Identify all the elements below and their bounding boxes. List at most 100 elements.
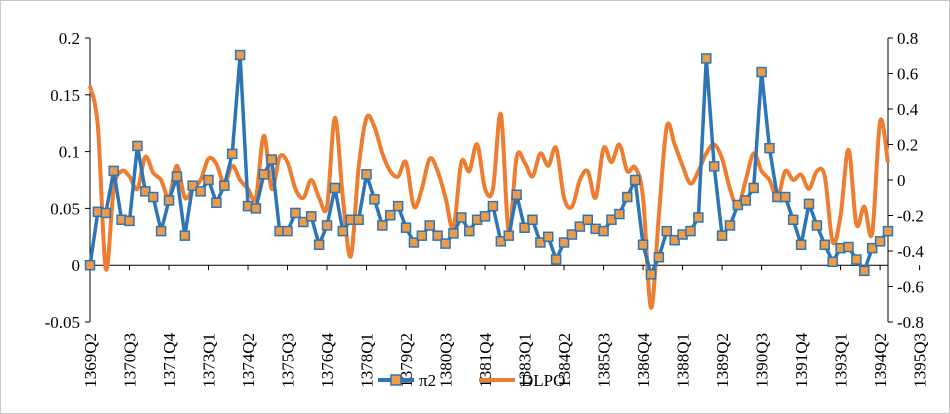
x-tick-label: 1383Q1 — [516, 333, 535, 388]
pi2-point — [329, 182, 341, 194]
pi2-point — [535, 237, 546, 248]
pi2-point — [250, 203, 262, 214]
pi2-point — [147, 191, 159, 203]
pi2-point — [811, 220, 823, 231]
legend-dlpo-label: DLPO — [521, 371, 565, 390]
pi2-point — [155, 225, 167, 237]
pi2-point — [645, 269, 657, 280]
pi2-point — [527, 214, 538, 226]
pi2-point — [693, 212, 704, 223]
x-tick-label: 1379Q2 — [397, 333, 416, 388]
pi2-point — [377, 220, 388, 231]
x-tick-label: 1390Q3 — [753, 333, 772, 388]
left-tick-label: 0.15 — [50, 86, 80, 105]
pi2-point — [392, 200, 404, 212]
pi2-point — [519, 222, 530, 233]
pi2-point — [740, 195, 752, 206]
right-y-axis: -0.8 -0.6 -0.4 -0.2 0 0.2 0.4 0.6 0.8 — [888, 29, 924, 332]
pi2-point — [851, 254, 862, 265]
x-tick-label: 1385Q3 — [595, 333, 614, 388]
pi2-point — [574, 221, 586, 232]
right-tick-label: -0.6 — [897, 278, 924, 297]
right-tick-label: -0.2 — [897, 207, 924, 226]
right-tick-label: 0.4 — [897, 100, 919, 119]
pi2-point — [882, 225, 894, 237]
pi2-point — [258, 169, 270, 180]
pi2-point — [440, 238, 451, 249]
pi2-line — [88, 53, 890, 277]
pi2-point — [219, 180, 230, 191]
pi2-point — [298, 216, 309, 228]
pi2-point — [487, 200, 499, 212]
legend: π2 DLPO — [378, 371, 565, 390]
left-tick-label: 0.2 — [59, 29, 80, 48]
pi2-point — [764, 142, 775, 154]
series-pi2 — [84, 49, 894, 280]
x-tick-label: 1389Q2 — [713, 333, 732, 388]
pi2-point — [163, 195, 175, 206]
pi2-point — [234, 49, 246, 61]
pi2-point — [843, 241, 854, 253]
right-tick-label: -0.8 — [897, 313, 924, 332]
pi2-point — [305, 211, 317, 222]
x-tick-label: 1380Q3 — [437, 333, 456, 388]
pi2-point — [566, 229, 578, 240]
pi2-point — [456, 212, 467, 223]
pi2-point — [827, 256, 838, 268]
pi2-point — [558, 237, 570, 248]
pi2-point — [701, 53, 712, 64]
x-tick-label: 1386Q4 — [634, 333, 653, 388]
pi2-point — [195, 186, 206, 197]
pi2-point — [780, 191, 791, 203]
pi2-point — [124, 215, 135, 227]
pi2-point — [211, 197, 222, 208]
pi2-point — [543, 231, 554, 243]
pi2-point — [495, 236, 507, 247]
pi2-point — [416, 230, 428, 241]
pi2-point — [708, 161, 720, 172]
legend-pi2-marker — [390, 374, 402, 386]
pi2-point — [84, 259, 96, 271]
pi2-point — [432, 230, 443, 241]
x-tick-label: 1371Q4 — [160, 333, 179, 388]
x-tick-label: 1375Q3 — [279, 333, 298, 388]
right-tick-label: 0 — [897, 171, 906, 190]
pi2-point — [653, 251, 665, 263]
x-tick-label: 1395Q3 — [911, 333, 930, 388]
pi2-point — [448, 228, 459, 239]
pi2-point — [866, 242, 878, 254]
x-tick-label: 1393Q1 — [832, 333, 851, 388]
pi2-point — [321, 220, 333, 231]
pi2-point — [622, 191, 633, 203]
pi2-point — [716, 230, 728, 241]
pi2-point — [787, 214, 799, 226]
pi2-point — [400, 222, 412, 233]
pi2-point — [795, 239, 807, 251]
pi2-point — [187, 180, 198, 191]
left-tick-label: 0.05 — [50, 199, 80, 218]
pi2-point — [756, 66, 767, 78]
x-axis: 1369Q2 1370Q3 1371Q4 1373Q1 1374Q2 1375Q3 1376… — [81, 265, 930, 388]
right-tick-label: 0.6 — [897, 65, 918, 84]
pi2-point — [874, 236, 886, 247]
pi2-point — [337, 225, 349, 237]
right-tick-label: 0.8 — [897, 29, 918, 48]
pi2-point — [629, 174, 641, 186]
x-tick-label: 1374Q2 — [239, 333, 258, 388]
pi2-point — [424, 220, 435, 231]
pi2-point — [748, 182, 759, 194]
x-tick-label: 1388Q1 — [674, 333, 693, 388]
x-tick-label: 1369Q2 — [81, 333, 100, 388]
pi2-point — [282, 225, 293, 237]
pi2-point — [503, 230, 515, 241]
series-dlpo — [88, 85, 890, 310]
pi2-point — [179, 230, 191, 241]
pi2-point — [290, 207, 301, 219]
x-tick-label: 1391Q4 — [792, 333, 811, 388]
pi2-point — [637, 239, 649, 251]
left-y-axis: -0.05 0 0.05 0.1 0.15 0.2 — [45, 29, 90, 332]
x-tick-label: 1373Q1 — [200, 333, 219, 388]
pi2-point — [685, 225, 696, 237]
legend-pi2-label: π2 — [419, 371, 436, 390]
